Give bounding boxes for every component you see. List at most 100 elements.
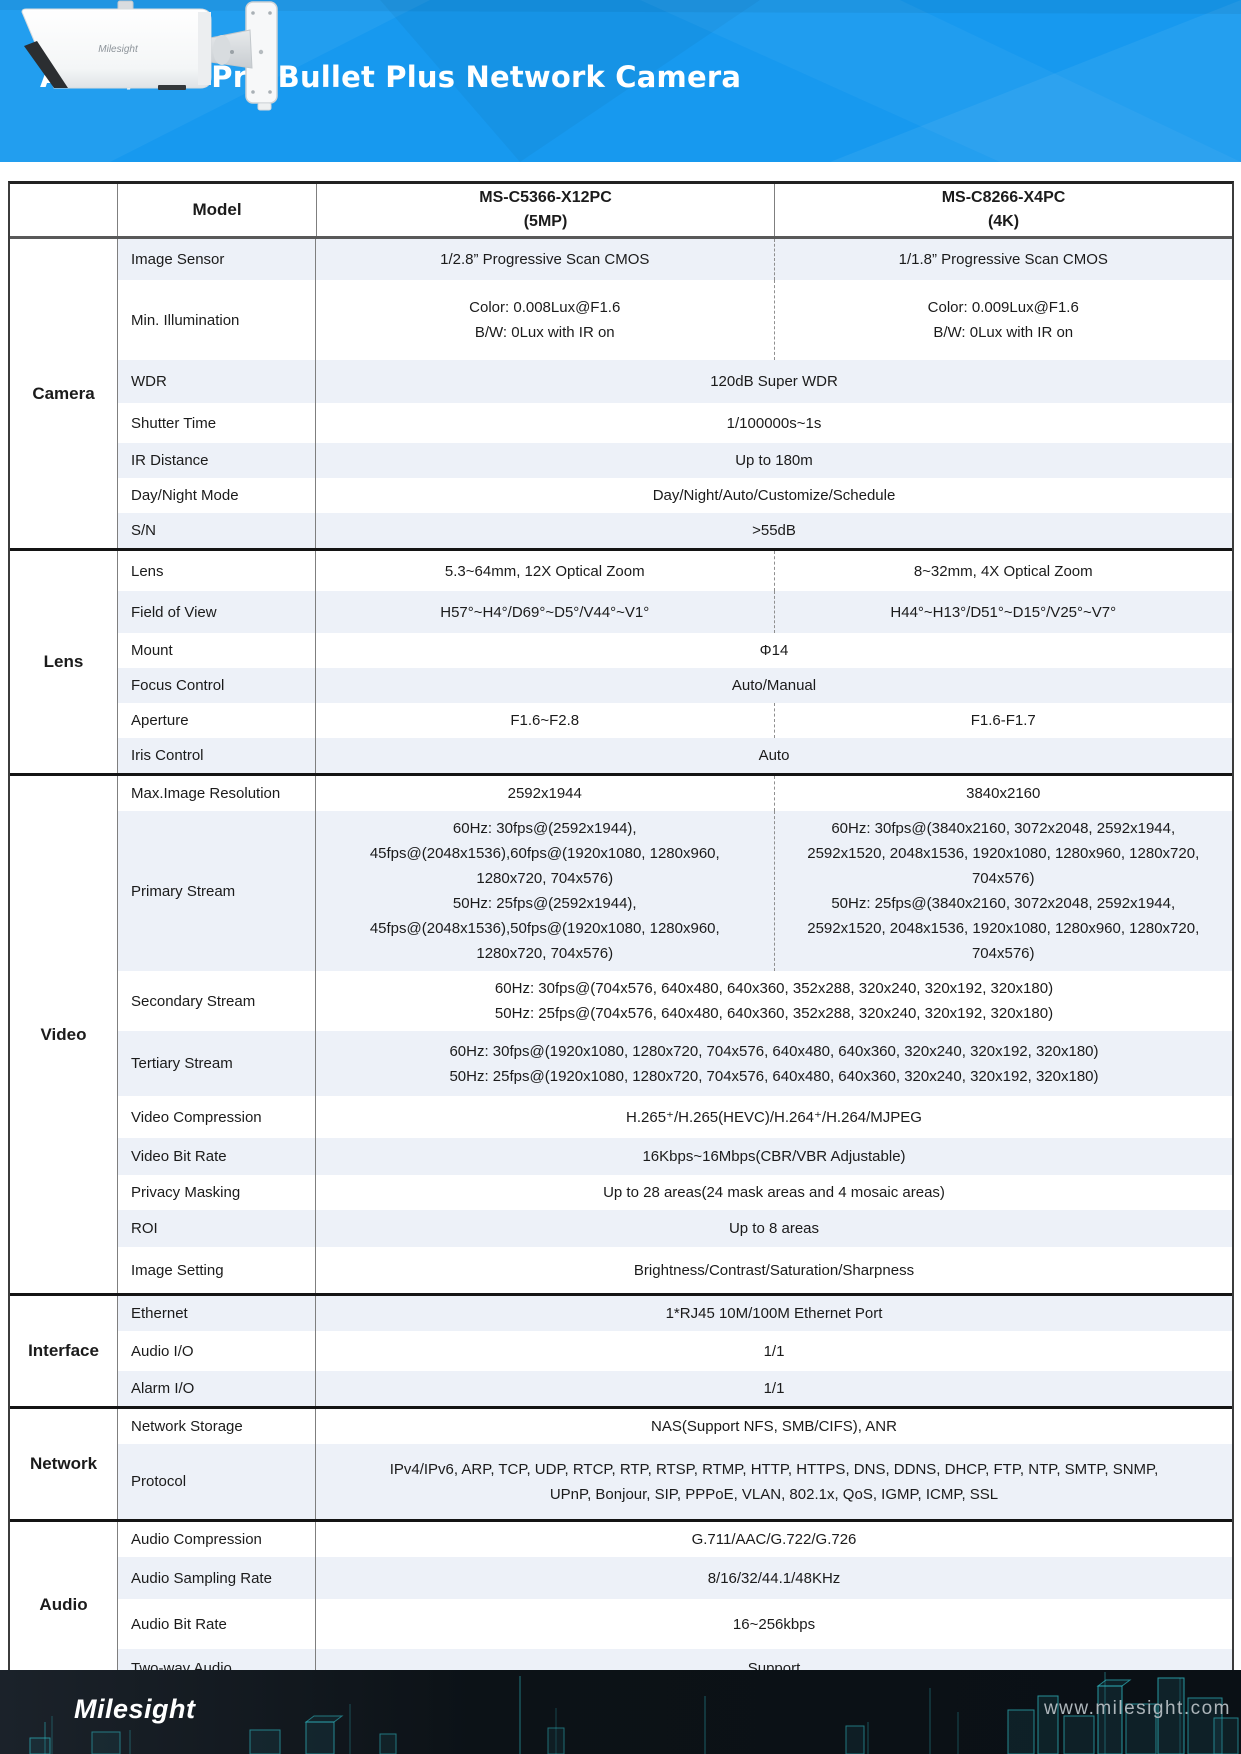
spec-value-area: Day/Night/Auto/Customize/Schedule xyxy=(316,478,1232,513)
spec-value-area: >55dB xyxy=(316,513,1232,548)
section-rows: Network Storage NAS(Support NFS, SMB/CIFS… xyxy=(118,1409,1232,1519)
spec-table-body: Camera Image Sensor 1/2.8” Progressive Sca… xyxy=(10,239,1232,1688)
spec-value-area: H57°~H4°/D69°~D5°/V44°~V1° H44°~H13°/D51°… xyxy=(316,591,1232,633)
spec-value-area: 1/1 xyxy=(316,1371,1232,1406)
spec-row: Tertiary Stream 60Hz: 30fps@(1920x1080, 1… xyxy=(118,1031,1232,1096)
spec-value-merged: 120dB Super WDR xyxy=(710,373,838,390)
spec-value-area: Auto/Manual xyxy=(316,668,1232,703)
spec-label-cell: Secondary Stream xyxy=(118,971,316,1031)
spec-value-model-1: Color: 0.008Lux@F1.6 B/W: 0Lux with IR o… xyxy=(469,299,621,341)
section-label: Lens xyxy=(10,551,118,773)
spec-label-cell: Aperture xyxy=(118,703,316,738)
spec-value-model-1: 60Hz: 30fps@(2592x1944), 45fps@(2048x153… xyxy=(369,820,720,962)
model-header-label: Model xyxy=(118,184,317,236)
spec-value-area: 60Hz: 30fps@(704x576, 640x480, 640x360, … xyxy=(316,971,1232,1031)
spec-value-merged: 16Kbps~16Mbps(CBR/VBR Adjustable) xyxy=(642,1148,906,1165)
spec-value-merged: Auto/Manual xyxy=(731,677,817,694)
spec-value-area: F1.6~F2.8 F1.6-F1.7 xyxy=(316,703,1232,738)
spec-value-merged: 1*RJ45 10M/100M Ethernet Port xyxy=(665,1305,883,1322)
model-2-variant: (4K) xyxy=(987,213,1020,230)
hero-polygons-decoration xyxy=(0,0,1241,162)
spec-row: Audio Sampling Rate 8/16/32/44.1/48KHz xyxy=(118,1557,1232,1599)
spec-row: Field of View H57°~H4°/D69°~D5°/V44°~V1° H… xyxy=(118,591,1232,633)
spec-label-cell: Video Bit Rate xyxy=(118,1138,316,1175)
spec-value-merged: 1/1 xyxy=(763,1380,785,1397)
spec-row: Video Compression H.265⁺/H.265(HEVC)/H.26… xyxy=(118,1096,1232,1138)
spec-value-area: IPv4/IPv6, ARP, TCP, UDP, RTCP, RTP, RTS… xyxy=(316,1444,1232,1519)
section-label: Audio xyxy=(10,1522,118,1688)
spec-label-cell: Field of View xyxy=(118,591,316,633)
spec-label-cell: Audio I/O xyxy=(118,1331,316,1371)
spec-label-cell: WDR xyxy=(118,360,316,403)
section-rows: Lens 5.3~64mm, 12X Optical Zoom 8~32mm, 4X… xyxy=(118,551,1232,773)
spec-value-model-1: 2592x1944 xyxy=(507,785,582,802)
spec-row: Alarm I/O 1/1 xyxy=(118,1371,1232,1406)
website-url: www.milesight.com xyxy=(1043,1698,1231,1719)
milesight-logo: Milesight xyxy=(74,1694,196,1724)
section-interface: Interface Ethernet 1*RJ45 10M/100M Etherne… xyxy=(10,1293,1232,1406)
spec-value-merged: G.711/AAC/G.722/G.726 xyxy=(691,1531,857,1548)
spec-value-area: Color: 0.008Lux@F1.6 B/W: 0Lux with IR o… xyxy=(316,280,1232,360)
spec-value-area: 2592x1944 3840x2160 xyxy=(316,776,1232,811)
spec-row: Aperture F1.6~F2.8 F1.6-F1.7 xyxy=(118,703,1232,738)
section-label: Interface xyxy=(10,1296,118,1406)
spec-row: Secondary Stream 60Hz: 30fps@(704x576, 64… xyxy=(118,971,1232,1031)
header-corner-cell xyxy=(10,184,118,236)
spec-value-merged: Up to 180m xyxy=(735,452,813,469)
spec-table-header-row: Model MS-C5366-X12PC (5MP) MS-C8266-X4PC… xyxy=(10,184,1232,239)
spec-row: Focus Control Auto/Manual xyxy=(118,668,1232,703)
spec-value-merged: 1/100000s~1s xyxy=(726,414,822,432)
spec-value-area: NAS(Support NFS, SMB/CIFS), ANR xyxy=(316,1409,1232,1444)
spec-value-area: Up to 180m xyxy=(316,443,1232,478)
spec-value-area: 1/100000s~1s xyxy=(316,403,1232,443)
spec-value-area: 1/1 xyxy=(316,1331,1232,1371)
section-camera: Camera Image Sensor 1/2.8” Progressive Sca… xyxy=(10,239,1232,548)
spec-label-cell: Ethernet xyxy=(118,1296,316,1331)
spec-row: Lens 5.3~64mm, 12X Optical Zoom 8~32mm, 4X… xyxy=(118,551,1232,591)
spec-row: ROI Up to 8 areas xyxy=(118,1210,1232,1247)
model-1-header: MS-C5366-X12PC (5MP) xyxy=(317,184,775,236)
spec-value-merged: Day/Night/Auto/Customize/Schedule xyxy=(652,487,896,504)
spec-label-cell: Focus Control xyxy=(118,668,316,703)
spec-value-merged: 1/1 xyxy=(763,1342,785,1360)
spec-value-area: 1/2.8” Progressive Scan CMOS 1/1.8” Progr… xyxy=(316,239,1232,280)
spec-value-area: 8/16/32/44.1/48KHz xyxy=(316,1557,1232,1599)
spec-label-cell: Iris Control xyxy=(118,738,316,773)
spec-label-cell: Video Compression xyxy=(118,1096,316,1138)
spec-label-cell: Tertiary Stream xyxy=(118,1031,316,1096)
spec-row: IR Distance Up to 180m xyxy=(118,443,1232,478)
spec-row: Shutter Time 1/100000s~1s xyxy=(118,403,1232,443)
model-1-variant: (5MP) xyxy=(523,213,568,230)
spec-value-merged: Up to 28 areas(24 mask areas and 4 mosai… xyxy=(603,1184,945,1201)
spec-label-cell: Min. Illumination xyxy=(118,280,316,360)
section-rows: Max.Image Resolution 2592x1944 3840x2160 Pr… xyxy=(118,776,1232,1293)
spec-label-cell: Primary Stream xyxy=(118,811,316,971)
spec-value-area: Up to 8 areas xyxy=(316,1210,1232,1247)
spec-label-cell: Day/Night Mode xyxy=(118,478,316,513)
spec-value-area: G.711/AAC/G.722/G.726 xyxy=(316,1522,1232,1557)
bullet-camera-image: Milesight xyxy=(21,0,278,111)
spec-value-model-2: F1.6-F1.7 xyxy=(773,703,1233,738)
spec-table: Model MS-C5366-X12PC (5MP) MS-C8266-X4PC… xyxy=(8,181,1234,1690)
model-1-name: MS-C5366-X12PC xyxy=(479,189,612,206)
spec-label-cell: Protocol xyxy=(118,1444,316,1519)
spec-label-cell: IR Distance xyxy=(118,443,316,478)
footer-banner: Milesight www.milesight.com xyxy=(0,1670,1241,1754)
spec-row: Audio I/O 1/1 xyxy=(118,1331,1232,1371)
spec-value-merged: Φ14 xyxy=(759,642,789,659)
section-label: Video xyxy=(10,776,118,1293)
spec-row: Audio Compression G.711/AAC/G.722/G.726 xyxy=(118,1522,1232,1557)
hero-banner: AI 4X/12X Pro Bullet Plus Network Camera xyxy=(0,0,1241,162)
spec-value-model-2: Color: 0.009Lux@F1.6 B/W: 0Lux with IR o… xyxy=(773,280,1233,360)
section-audio: Audio Audio Compression G.711/AAC/G.722/G.… xyxy=(10,1519,1232,1688)
spec-label-cell: Audio Compression xyxy=(118,1522,316,1557)
spec-value-area: 60Hz: 30fps@(2592x1944), 45fps@(2048x153… xyxy=(316,811,1232,971)
spec-value-model-1: F1.6~F2.8 xyxy=(510,712,580,729)
spec-row: Primary Stream 60Hz: 30fps@(2592x1944), 4… xyxy=(118,811,1232,971)
spec-value-area: Φ14 xyxy=(316,633,1232,668)
spec-row: Day/Night Mode Day/Night/Auto/Customize/S… xyxy=(118,478,1232,513)
spec-row: Protocol IPv4/IPv6, ARP, TCP, UDP, RTCP, … xyxy=(118,1444,1232,1519)
spec-value-area: 5.3~64mm, 12X Optical Zoom 8~32mm, 4X Opt… xyxy=(316,551,1232,591)
spec-row: Min. Illumination Color: 0.008Lux@F1.6 B/… xyxy=(118,280,1232,360)
spec-value-merged: 8/16/32/44.1/48KHz xyxy=(707,1569,841,1587)
